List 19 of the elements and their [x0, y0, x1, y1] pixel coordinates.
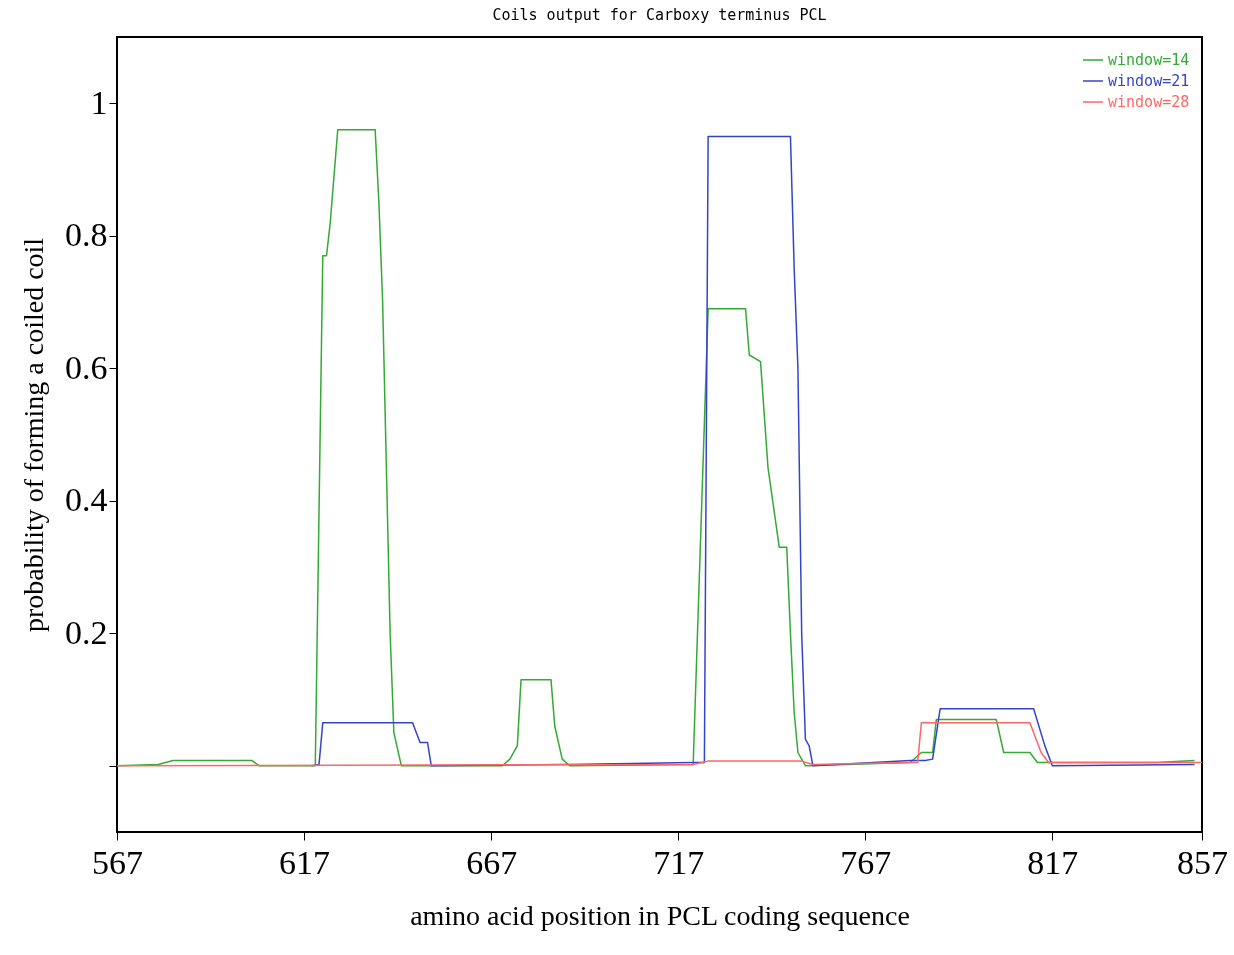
y-tick-label: 0.4 [65, 481, 108, 519]
legend-label: window=21 [1108, 72, 1190, 90]
y-tick-label: 0.6 [65, 348, 108, 386]
x-tick-label: 767 [840, 843, 892, 881]
line-series [117, 721, 1202, 767]
x-axis-title: amino acid position in PCL coding sequence [410, 899, 910, 931]
legend-label: window=14 [1108, 51, 1190, 69]
legend-label: window=28 [1108, 93, 1190, 111]
y-tick-label: 1 [90, 83, 108, 121]
x-tick-label: 667 [466, 843, 518, 881]
chart-title: Coils output for Carboxy terminus PCL [492, 6, 827, 24]
y-axis-title: probability of forming a coiled coil [18, 237, 49, 633]
x-tick-label: 567 [92, 843, 143, 881]
x-tick-label: 717 [653, 843, 705, 881]
y-tick-label: 0.8 [65, 216, 108, 254]
y-tick-label: 0.2 [65, 613, 108, 651]
x-tick-label: 857 [1177, 843, 1228, 881]
x-tick-label: 817 [1027, 843, 1079, 881]
x-tick-label: 617 [279, 843, 331, 881]
